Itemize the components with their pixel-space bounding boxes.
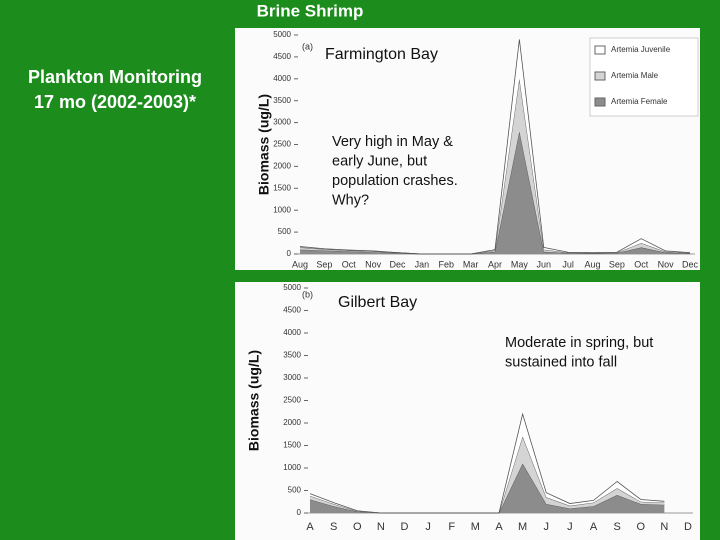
y-tick-label: 5000 [283,283,301,292]
y-tick-label: 3000 [283,373,301,382]
y-tick-label: 3000 [273,118,291,127]
y-axis-label: Biomass (ug/L) [256,94,272,195]
y-tick-label: 2500 [283,396,301,405]
x-tick-label: F [448,521,455,533]
y-tick-label: 1000 [273,205,291,214]
x-tick-label: Aug [584,259,600,269]
side-text: 17 mo (2002-2003)* [34,92,196,112]
x-tick-label: May [511,259,529,269]
x-tick-label: A [495,521,503,533]
annotation: population crashes. [332,173,458,189]
x-tick-label: Jan [415,259,430,269]
x-tick-label: D [684,521,692,533]
x-tick-label: Sep [609,259,625,269]
x-tick-label: Nov [658,259,675,269]
y-tick-label: 1000 [283,463,301,472]
slide-title: Brine Shrimp [257,1,364,20]
x-tick-label: Sep [316,259,332,269]
y-tick-label: 3500 [273,96,291,105]
x-tick-label: O [636,521,645,533]
x-tick-label: J [544,521,550,533]
x-tick-label: Jun [536,259,551,269]
y-tick-label: 0 [287,249,292,258]
panel-label: (b) [302,289,313,299]
area-fill [310,463,665,513]
y-tick-label: 5000 [273,30,291,39]
x-tick-label: A [590,521,598,533]
x-tick-label: Oct [342,259,357,269]
y-tick-label: 0 [297,508,302,517]
annotation: sustained into fall [505,354,617,370]
annotation: early June, but [332,153,427,169]
legend-swatch [594,71,606,81]
x-tick-label: Jul [562,259,574,269]
y-tick-label: 2000 [283,418,301,427]
x-tick-label: A [306,521,314,533]
annotation: Moderate in spring, but [505,335,653,351]
y-tick-label: 3500 [283,351,301,360]
x-tick-label: O [353,521,362,533]
x-tick-label: Oct [634,259,649,269]
x-tick-label: M [518,521,527,533]
y-tick-label: 1500 [283,441,301,450]
y-axis-label: Biomass (ug/L) [246,350,262,451]
legend-box [589,37,699,117]
chart-title: Gilbert Bay [338,294,417,311]
x-tick-label: D [401,521,409,533]
annotation: Why? [332,192,369,208]
area-edge [299,39,691,255]
x-tick-label: Dec [682,259,699,269]
annotation: Very high in May & [332,134,453,150]
area-edge [309,412,665,514]
y-tick-label: 1500 [273,183,291,192]
x-tick-label: J [425,521,431,533]
x-tick-label: Aug [292,259,308,269]
y-tick-label: 4000 [283,328,301,337]
y-tick-label: 500 [278,227,292,236]
side-text: Plankton Monitoring [28,67,202,87]
y-tick-label: 2000 [273,162,291,171]
legend-label: Artemia Female [611,97,668,106]
x-tick-label: Dec [389,259,406,269]
legend-swatch [594,97,606,107]
x-tick-label: Feb [438,259,454,269]
panel-label: (a) [302,41,313,51]
x-tick-label: S [330,521,337,533]
x-tick-label: N [377,521,385,533]
y-tick-label: 4500 [273,52,291,61]
legend-label: Artemia Juvenile [611,45,671,54]
x-tick-label: Mar [463,259,479,269]
x-tick-label: M [471,521,480,533]
x-tick-label: J [567,521,573,533]
chart-title: Farmington Bay [325,46,438,63]
y-tick-label: 4500 [283,306,301,315]
x-tick-label: Nov [365,259,382,269]
y-tick-label: 4000 [273,74,291,83]
x-tick-label: S [613,521,620,533]
y-tick-label: 500 [288,486,302,495]
y-tick-label: 2500 [273,140,291,149]
legend-swatch [594,45,606,55]
x-tick-label: Apr [488,259,502,269]
legend-label: Artemia Male [611,71,659,80]
x-tick-label: N [660,521,668,533]
